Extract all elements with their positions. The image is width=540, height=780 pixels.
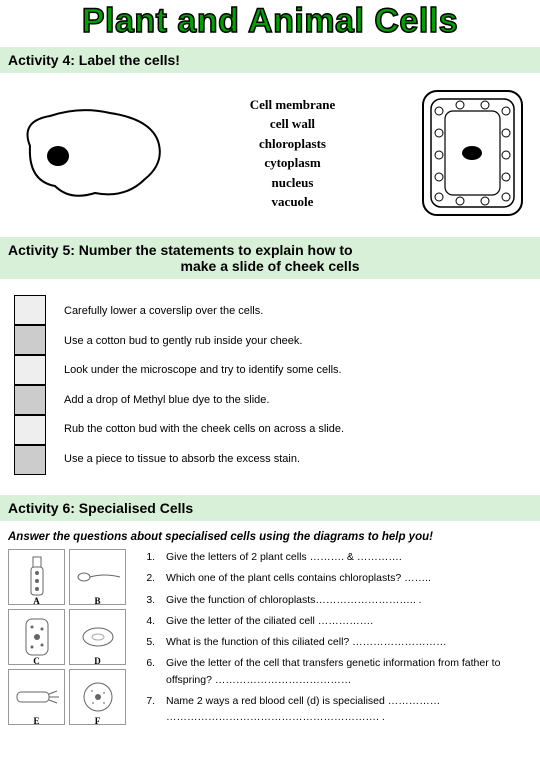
- question: Which one of the plant cells contains ch…: [158, 570, 532, 586]
- cell-thumb-a: A: [8, 549, 65, 605]
- number-box[interactable]: [14, 325, 46, 355]
- cell-thumb-d: D: [69, 609, 126, 665]
- cell-diagram-grid: A B C D: [8, 549, 124, 730]
- page-title: Plant and Animal Cells: [0, 0, 540, 45]
- number-box[interactable]: [14, 355, 46, 385]
- word-bank-item: cell wall: [250, 114, 336, 134]
- activity-5-body: Carefully lower a coverslip over the cel…: [0, 281, 540, 493]
- thumb-letter: A: [33, 596, 40, 606]
- question: Give the letters of 2 plant cells ………. &…: [158, 549, 532, 565]
- cell-thumb-b: B: [69, 549, 126, 605]
- word-bank-item: chloroplasts: [250, 134, 336, 154]
- number-box[interactable]: [14, 445, 46, 475]
- word-bank-item: vacuole: [250, 192, 336, 212]
- number-box[interactable]: [14, 385, 46, 415]
- thumb-letter: C: [33, 656, 40, 666]
- thumb-letter: D: [94, 656, 101, 666]
- number-box[interactable]: [14, 295, 46, 325]
- activity-5-header: Activity 5: Number the statements to exp…: [0, 237, 540, 279]
- activity-6-header: Activity 6: Specialised Cells: [0, 495, 540, 521]
- question: Give the letter of the cell that transfe…: [158, 655, 532, 688]
- statement: Add a drop of Methyl blue dye to the sli…: [64, 386, 344, 414]
- question: Name 2 ways a red blood cell (d) is spec…: [158, 693, 532, 726]
- cell-thumb-e: E: [8, 669, 65, 725]
- number-box[interactable]: [14, 415, 46, 445]
- number-boxes: [14, 295, 46, 475]
- statements-list: Carefully lower a coverslip over the cel…: [64, 295, 344, 475]
- question: Give the function of chloroplasts……………………: [158, 592, 532, 608]
- word-bank-item: nucleus: [250, 173, 336, 193]
- questions-list: Give the letters of 2 plant cells ………. &…: [136, 549, 532, 730]
- cell-thumb-c: C: [8, 609, 65, 665]
- plant-cell-diagram: [415, 83, 530, 223]
- animal-cell-diagram: [10, 101, 170, 206]
- thumb-letter: B: [94, 596, 100, 606]
- statement: Carefully lower a coverslip over the cel…: [64, 297, 344, 325]
- question: Give the letter of the ciliated cell …………: [158, 613, 532, 629]
- statement: Look under the microscope and try to ide…: [64, 356, 344, 384]
- activity-6-body: A B C D: [0, 549, 540, 740]
- activity-5-header-line2: make a slide of cheek cells: [8, 258, 532, 274]
- word-bank-item: cytoplasm: [250, 153, 336, 173]
- activity-5-header-line1: Activity 5: Number the statements to exp…: [8, 242, 353, 258]
- activity-4-header: Activity 4: Label the cells!: [0, 47, 540, 73]
- activity-6-instruction: Answer the questions about specialised c…: [0, 523, 540, 549]
- thumb-letter: E: [33, 716, 39, 726]
- activity-4-body: Cell membrane cell wall chloroplasts cyt…: [0, 75, 540, 235]
- word-bank: Cell membrane cell wall chloroplasts cyt…: [250, 95, 336, 212]
- statement: Rub the cotton bud with the cheek cells …: [64, 415, 344, 443]
- question: What is the function of this ciliated ce…: [158, 634, 532, 650]
- cell-thumb-f: F: [69, 669, 126, 725]
- statement: Use a piece to tissue to absorb the exce…: [64, 445, 344, 473]
- statement: Use a cotton bud to gently rub inside yo…: [64, 327, 344, 355]
- word-bank-item: Cell membrane: [250, 95, 336, 115]
- thumb-letter: F: [95, 716, 101, 726]
